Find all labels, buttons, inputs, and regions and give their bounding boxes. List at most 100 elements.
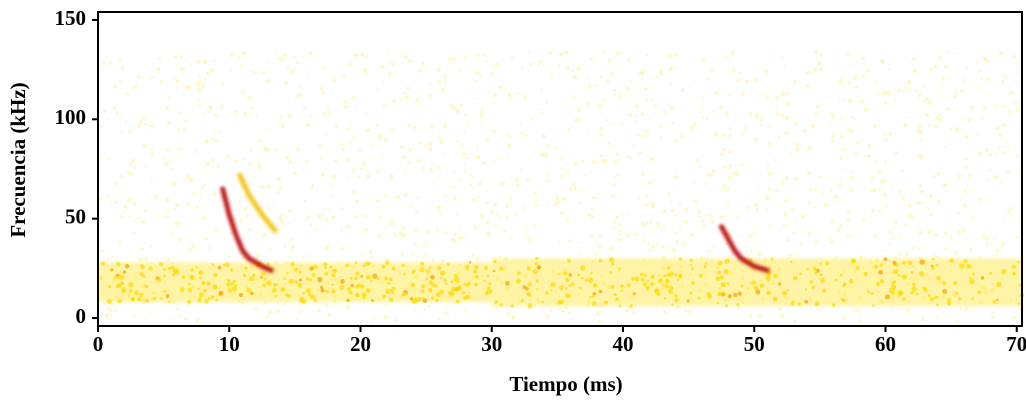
- noise-speck: [506, 92, 512, 97]
- noise-speck: [593, 252, 597, 256]
- noise-speck: [878, 92, 881, 96]
- noise-speck: [599, 126, 604, 131]
- noise-speck: [346, 224, 350, 229]
- noise-speck: [446, 66, 449, 69]
- noise-speck: [988, 168, 992, 172]
- noise-speck: [214, 139, 219, 143]
- noise-speck: [174, 76, 178, 80]
- noise-speck: [900, 196, 906, 201]
- noise-speck: [653, 102, 658, 106]
- noise-speck: [728, 126, 732, 130]
- noise-speck: [436, 228, 439, 232]
- noise-speck: [980, 116, 984, 120]
- noise-speck: [640, 112, 645, 117]
- noise-speck: [676, 305, 681, 310]
- noise-speck: [484, 59, 488, 63]
- noise-speck: [759, 124, 762, 127]
- noise-speck: [524, 237, 527, 241]
- noise-speck: [919, 247, 922, 250]
- noise-speck: [641, 172, 646, 177]
- noise-speck: [714, 91, 719, 95]
- noise-speck: [831, 115, 835, 120]
- noise-speck: [919, 137, 923, 141]
- noise-speck: [417, 157, 421, 161]
- noise-speck: [274, 147, 278, 151]
- noise-speck: [138, 120, 143, 124]
- noise-speck: [669, 250, 672, 253]
- noise-speck: [671, 121, 675, 125]
- noise-speck: [371, 318, 374, 322]
- noise-speck: [986, 77, 991, 82]
- noise-speck: [581, 159, 585, 163]
- noise-speck: [912, 68, 917, 74]
- noise-speck: [736, 234, 739, 237]
- noise-speck: [276, 303, 280, 306]
- noise-speck: [975, 133, 978, 136]
- noise-speck: [815, 104, 820, 109]
- noise-speck: [811, 123, 816, 128]
- noise-speck: [287, 209, 292, 213]
- noise-speck: [381, 155, 385, 159]
- noise-speck: [321, 91, 325, 95]
- noise-speck: [632, 144, 636, 148]
- noise-speck: [560, 174, 565, 179]
- noise-speck: [265, 78, 270, 83]
- noise-speck: [99, 125, 103, 129]
- noise-speck: [541, 111, 544, 115]
- noise-speck: [932, 174, 936, 178]
- noise-speck: [479, 214, 485, 219]
- noise-speck: [720, 152, 724, 157]
- noise-speck: [345, 307, 348, 310]
- noise-speck: [126, 91, 130, 95]
- noise-speck: [761, 92, 765, 95]
- noise-speck: [108, 308, 113, 313]
- noise-speck: [475, 155, 480, 160]
- noise-speck: [670, 105, 674, 110]
- noise-speck: [928, 67, 933, 71]
- noise-speck: [685, 207, 689, 211]
- noise-speck: [751, 238, 754, 241]
- noise-speck: [457, 139, 460, 143]
- noise-speck: [204, 77, 208, 81]
- noise-speck: [626, 212, 629, 216]
- noise-speck: [298, 304, 302, 308]
- noise-speck: [527, 237, 532, 243]
- noise-speck: [156, 67, 161, 72]
- noise-speck: [793, 319, 797, 323]
- noise-speck: [198, 99, 201, 103]
- noise-speck: [1004, 75, 1008, 79]
- noise-speck: [683, 219, 688, 224]
- noise-speck: [668, 82, 672, 86]
- noise-speck: [295, 317, 299, 321]
- noise-speck: [862, 62, 866, 65]
- noise-speck: [491, 64, 496, 69]
- noise-speck: [243, 207, 248, 211]
- noise-speck: [497, 157, 501, 160]
- noise-speck: [943, 65, 948, 69]
- noise-speck: [767, 224, 771, 228]
- noise-speck: [451, 185, 454, 188]
- noise-speck: [974, 86, 978, 90]
- noise-speck: [770, 315, 773, 319]
- noise-speck: [473, 97, 477, 100]
- noise-speck: [536, 203, 540, 207]
- noise-speck: [1000, 243, 1005, 248]
- noise-speck: [351, 96, 356, 100]
- noise-speck: [1006, 170, 1010, 175]
- noise-speck: [625, 86, 630, 92]
- noise-speck: [627, 57, 632, 62]
- noise-speck: [884, 160, 888, 164]
- noise-speck: [587, 212, 592, 217]
- noise-speck: [306, 123, 311, 128]
- noise-speck: [150, 123, 154, 128]
- noise-speck: [112, 106, 117, 110]
- noise-speck: [578, 253, 581, 256]
- noise-speck: [701, 116, 705, 120]
- noise-speck: [699, 255, 703, 260]
- noise-speck: [573, 220, 576, 223]
- noise-speck: [466, 156, 470, 160]
- noise-speck: [123, 204, 128, 209]
- noise-speck: [929, 213, 933, 217]
- noise-speck: [182, 128, 187, 132]
- noise-speck: [613, 220, 617, 225]
